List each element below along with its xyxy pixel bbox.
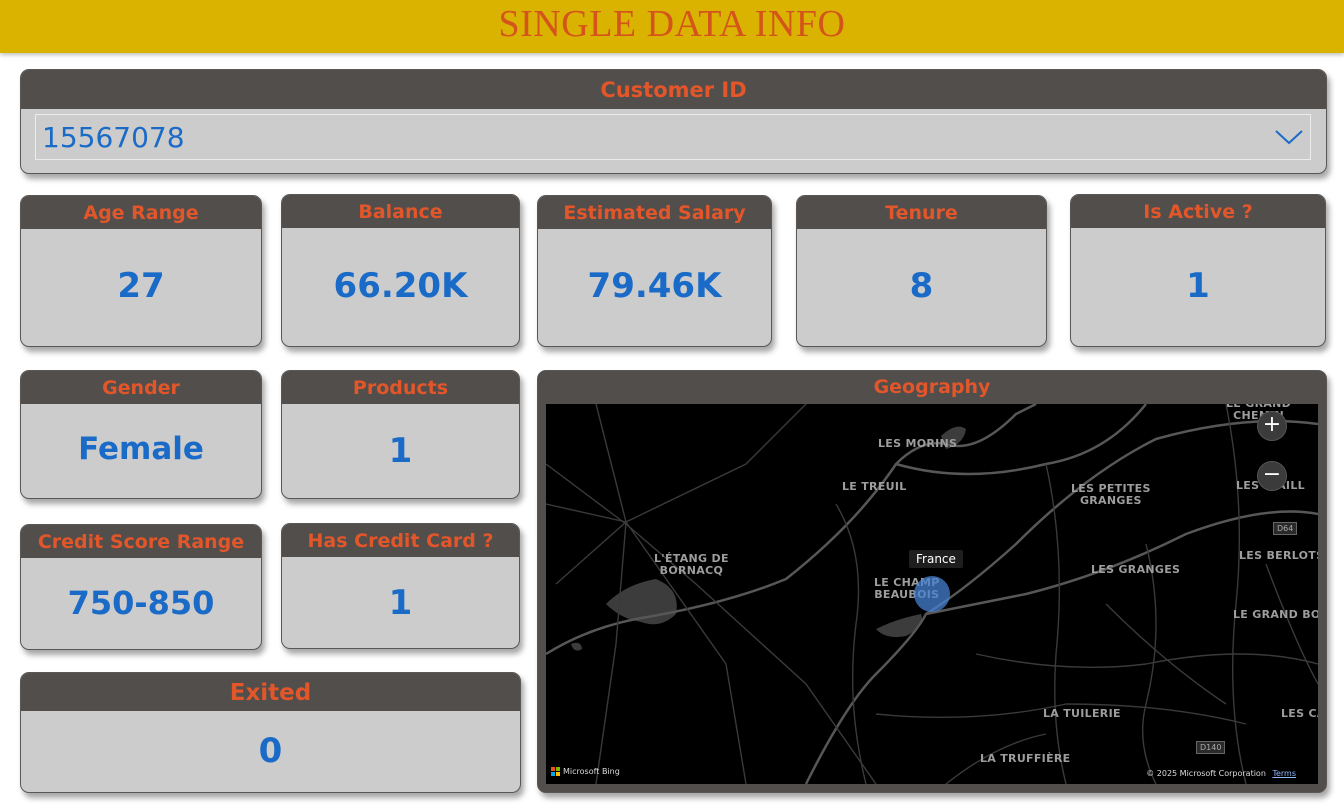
map-place-label: LES BERLOTS [1239,549,1318,562]
card-label: Tenure [797,196,1046,229]
map-place-label: LES PETITES GRANGES [1071,482,1151,507]
bing-label: Microsoft Bing [563,767,620,776]
geography-map-card: Geography [537,370,1327,793]
card-value: 0 [258,731,283,771]
map-tooltip: France [909,550,963,568]
is-active-card: Is Active ? 1 [1070,194,1326,347]
zoom-in-button[interactable]: + [1257,411,1287,441]
credit-score-range-card: Credit Score Range 750-850 [20,524,262,650]
map-copyright: © 2025 Microsoft Corporation Terms [1146,769,1296,778]
card-label: Exited [21,673,520,711]
zoom-out-button[interactable]: − [1257,461,1287,491]
copyright-text: © 2025 Microsoft Corporation [1146,769,1266,778]
card-label: Has Credit Card ? [282,524,519,557]
tenure-card: Tenure 8 [796,195,1047,347]
gender-card: Gender Female [20,370,262,499]
map-place-label: LA TUILERIE [1043,707,1121,720]
products-card: Products 1 [281,370,520,499]
road-badge: D64 [1273,522,1298,535]
card-label: Is Active ? [1071,195,1325,228]
age-range-card: Age Range 27 [20,195,262,347]
map-place-label: LES MORINS [878,437,958,450]
customer-id-slicer: Customer ID 15567078 [20,69,1327,174]
card-label: Credit Score Range [21,525,261,558]
chevron-down-icon[interactable] [1274,127,1304,147]
card-label: Balance [282,195,519,228]
microsoft-bing-attribution: Microsoft Bing [551,767,620,776]
map-place-label: L'ÉTANG DE BORNACQ [654,552,729,577]
map-place-label: LES CA [1281,707,1318,720]
map-canvas[interactable]: LES MORINS LE TREUIL LES PETITES GRANGES… [546,404,1318,784]
card-value: Female [78,431,204,467]
slicer-label: Customer ID [21,70,1326,109]
map-place-label: LE GRAND BOR [1233,608,1318,621]
card-value: 1 [388,431,413,471]
map-place-label: LES GRANGES [1091,563,1181,576]
page-title: SINGLE DATA INFO [498,3,846,45]
card-value: 750-850 [67,584,215,622]
location-bubble[interactable] [914,576,950,612]
card-label: Products [282,371,519,404]
has-credit-card-card: Has Credit Card ? 1 [281,523,520,649]
banner: SINGLE DATA INFO [0,0,1344,53]
customer-id-dropdown[interactable]: 15567078 [35,114,1311,160]
exited-card: Exited 0 [20,672,521,793]
card-value: 79.46K [587,266,722,306]
card-value: 1 [1186,266,1210,306]
customer-id-value: 15567078 [42,120,185,154]
card-value: 8 [909,266,934,306]
card-label: Geography [538,371,1326,403]
card-value: 66.20K [333,266,468,306]
map-place-label: LE TREUIL [842,480,907,493]
microsoft-logo-icon [551,767,560,776]
map-place-label: LA TRUFFIÈRE [980,752,1071,765]
card-value: 27 [117,266,165,306]
card-label: Gender [21,371,261,404]
card-label: Estimated Salary [538,196,771,229]
terms-link[interactable]: Terms [1272,769,1296,778]
road-badge: D140 [1196,741,1226,754]
map-roads [546,404,1318,784]
estimated-salary-card: Estimated Salary 79.46K [537,195,772,347]
balance-card: Balance 66.20K [281,194,520,347]
card-value: 1 [388,583,413,623]
card-label: Age Range [21,196,261,229]
